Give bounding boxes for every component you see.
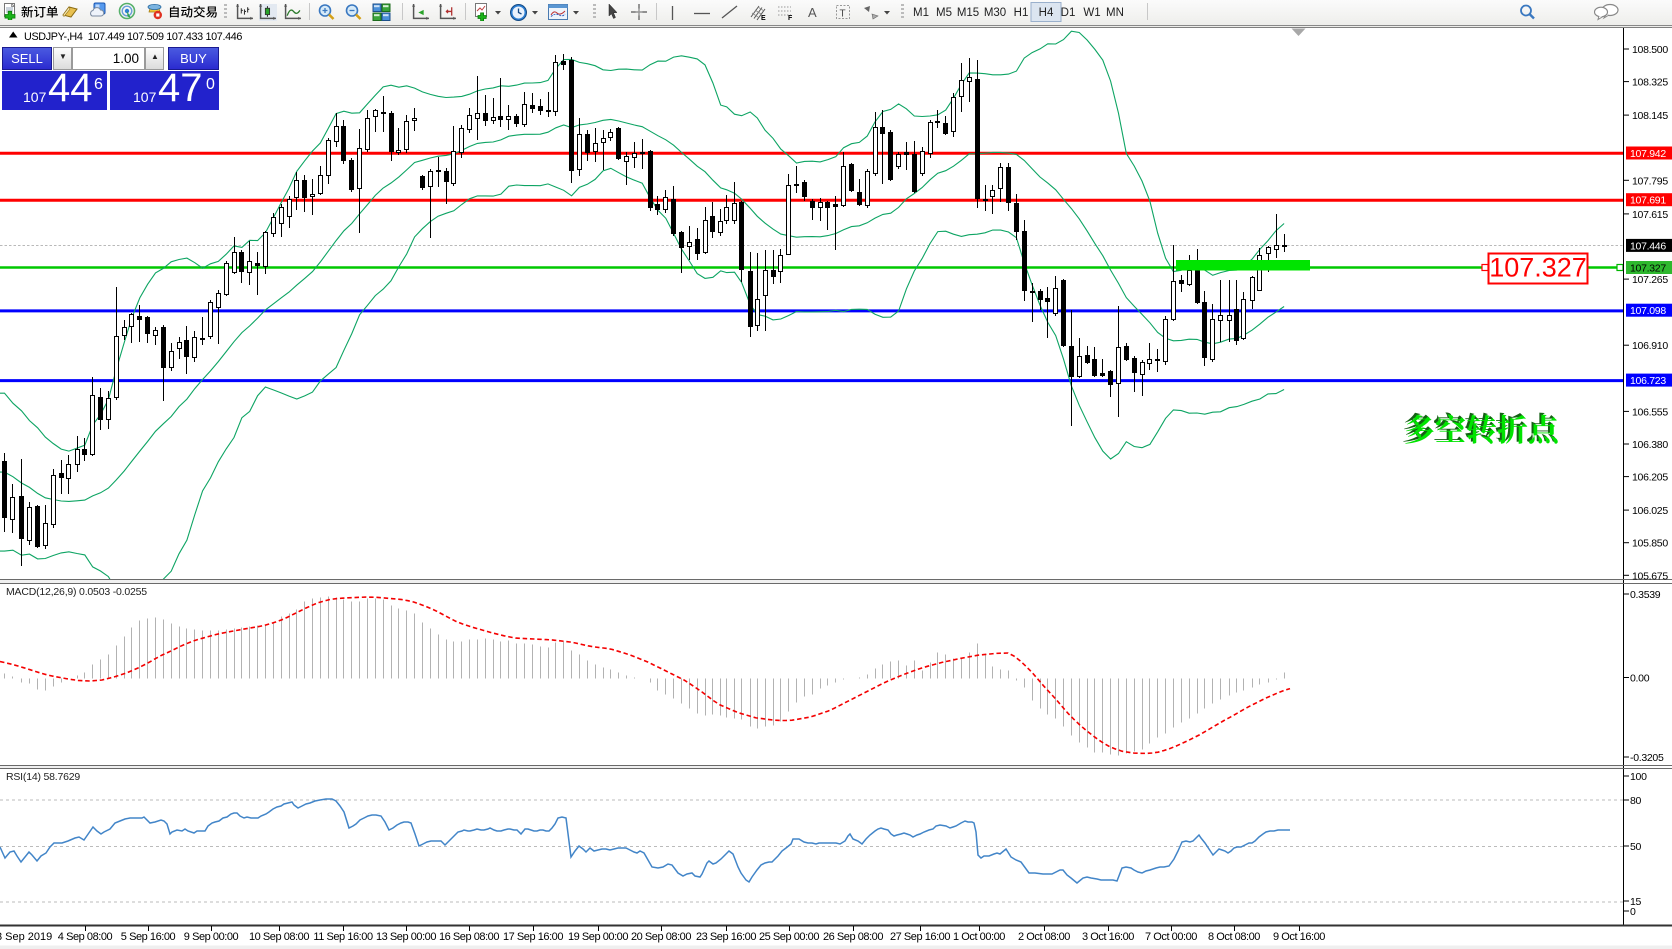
- svg-text:106.910: 106.910: [1632, 340, 1668, 352]
- svg-text:108.145: 108.145: [1632, 110, 1668, 122]
- svg-text:0.00: 0.00: [1630, 673, 1650, 685]
- svg-text:0.3539: 0.3539: [1630, 589, 1661, 601]
- svg-text:-0.3205: -0.3205: [1630, 752, 1664, 764]
- svg-text:MACD(12,26,9) 0.0503 -0.0255: MACD(12,26,9) 0.0503 -0.0255: [6, 586, 147, 598]
- svg-text:M1: M1: [913, 7, 929, 19]
- svg-text:RSI(14) 58.7629: RSI(14) 58.7629: [6, 771, 80, 783]
- svg-text:50: 50: [1630, 841, 1642, 853]
- svg-text:8 Oct 08:00: 8 Oct 08:00: [1208, 931, 1260, 943]
- svg-text:106.723: 106.723: [1630, 375, 1666, 387]
- svg-text:105.675: 105.675: [1632, 570, 1668, 582]
- svg-text:H1: H1: [1014, 7, 1029, 19]
- svg-text:108.500: 108.500: [1632, 44, 1668, 56]
- svg-text:106.205: 106.205: [1632, 472, 1668, 484]
- svg-text:107.446: 107.446: [1630, 240, 1666, 252]
- svg-text:3 Oct 16:00: 3 Oct 16:00: [1082, 931, 1134, 943]
- svg-text:W1: W1: [1083, 7, 1100, 19]
- svg-text:106.025: 106.025: [1632, 505, 1668, 517]
- svg-text:26 Sep 08:00: 26 Sep 08:00: [823, 931, 883, 943]
- svg-text:M5: M5: [936, 7, 952, 19]
- svg-text:7 Oct 00:00: 7 Oct 00:00: [1145, 931, 1197, 943]
- svg-text:13 Sep 00:00: 13 Sep 00:00: [376, 931, 436, 943]
- svg-text:H4: H4: [1039, 7, 1054, 19]
- svg-text:E: E: [761, 15, 766, 22]
- svg-text:105.850: 105.850: [1632, 538, 1668, 550]
- svg-text:107.691: 107.691: [1630, 195, 1666, 207]
- svg-text:1 Oct 00:00: 1 Oct 00:00: [953, 931, 1005, 943]
- svg-text:5 Sep 16:00: 5 Sep 16:00: [121, 931, 176, 943]
- svg-text:23 Sep 16:00: 23 Sep 16:00: [696, 931, 756, 943]
- svg-text:107.265: 107.265: [1632, 274, 1668, 286]
- svg-text:107.098: 107.098: [1630, 305, 1666, 317]
- svg-text:107.942: 107.942: [1630, 148, 1666, 160]
- svg-text:106.555: 106.555: [1632, 406, 1668, 418]
- svg-text:108.325: 108.325: [1632, 77, 1668, 89]
- svg-text:80: 80: [1630, 795, 1642, 807]
- svg-text:100: 100: [1630, 771, 1647, 783]
- svg-text:20 Sep 08:00: 20 Sep 08:00: [631, 931, 691, 943]
- svg-text:16 Sep 08:00: 16 Sep 08:00: [439, 931, 499, 943]
- svg-text:T: T: [840, 9, 846, 20]
- svg-text:107.795: 107.795: [1632, 175, 1668, 187]
- svg-text:3 Sep 2019: 3 Sep 2019: [0, 931, 52, 943]
- svg-text:10 Sep 08:00: 10 Sep 08:00: [249, 931, 309, 943]
- svg-text:11 Sep 16:00: 11 Sep 16:00: [313, 931, 373, 943]
- svg-text:MN: MN: [1106, 7, 1124, 19]
- svg-text:9 Oct 16:00: 9 Oct 16:00: [1273, 931, 1325, 943]
- svg-text:15: 15: [1630, 896, 1642, 908]
- svg-text:D1: D1: [1061, 7, 1076, 19]
- svg-text:0: 0: [1630, 906, 1636, 918]
- svg-text:107.327: 107.327: [1630, 263, 1666, 275]
- svg-text:17 Sep 16:00: 17 Sep 16:00: [503, 931, 563, 943]
- svg-text:A: A: [808, 5, 817, 20]
- svg-text:M15: M15: [957, 7, 979, 19]
- svg-text:F: F: [788, 15, 793, 22]
- svg-text:4 Sep 08:00: 4 Sep 08:00: [58, 931, 113, 943]
- svg-text:9 Sep 00:00: 9 Sep 00:00: [184, 931, 239, 943]
- svg-text:USDJPY-,H4 107.449 107.509 10: USDJPY-,H4 107.449 107.509 107.433 107.4…: [24, 31, 242, 43]
- svg-text:27 Sep 16:00: 27 Sep 16:00: [890, 931, 950, 943]
- svg-text:M30: M30: [984, 7, 1006, 19]
- svg-text:25 Sep 00:00: 25 Sep 00:00: [759, 931, 819, 943]
- svg-text:106.380: 106.380: [1632, 439, 1668, 451]
- svg-text:19 Sep 00:00: 19 Sep 00:00: [568, 931, 628, 943]
- svg-text:2 Oct 08:00: 2 Oct 08:00: [1018, 931, 1070, 943]
- svg-text:107.327: 107.327: [1489, 253, 1587, 283]
- svg-text:107.615: 107.615: [1632, 209, 1668, 221]
